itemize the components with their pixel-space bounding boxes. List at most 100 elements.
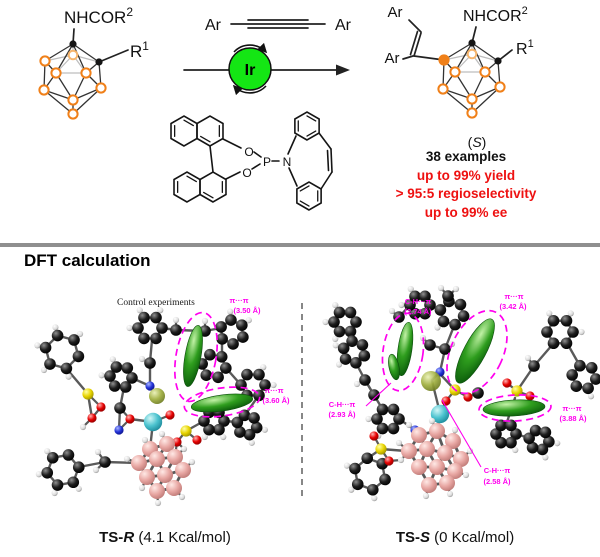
h-atom bbox=[332, 335, 339, 342]
boron-vertex bbox=[466, 107, 478, 119]
c-atom bbox=[225, 314, 237, 326]
c-atom bbox=[237, 331, 249, 343]
c-atom bbox=[574, 359, 586, 372]
c-atom bbox=[46, 451, 59, 464]
c-atom bbox=[543, 435, 555, 448]
c-atom bbox=[560, 337, 573, 350]
c-atom bbox=[495, 436, 507, 449]
phosphoramidite-ligand bbox=[170, 111, 333, 211]
h-atom bbox=[109, 356, 116, 363]
c-atom bbox=[132, 322, 144, 334]
c-atom bbox=[236, 319, 248, 331]
tss-pi-pi-2-label: π···π bbox=[563, 404, 582, 413]
h-atom bbox=[220, 433, 227, 441]
boron-vertex bbox=[449, 66, 461, 78]
nci-isosurface bbox=[482, 399, 546, 417]
c-atom bbox=[368, 389, 380, 401]
c-atom bbox=[253, 368, 265, 381]
boron-vertex-back bbox=[67, 49, 79, 61]
h-atom bbox=[512, 446, 519, 454]
results-block: 38 examples up to 99% yield > 95:5 regio… bbox=[370, 148, 562, 222]
boron-vertex bbox=[494, 81, 506, 93]
nci-isosurface bbox=[455, 318, 495, 384]
c-atom bbox=[114, 402, 126, 414]
carborane-reactant bbox=[38, 40, 107, 120]
o-atom bbox=[502, 378, 512, 388]
h-atom bbox=[141, 436, 149, 444]
c-atom bbox=[366, 483, 379, 496]
boron-vertex bbox=[466, 93, 478, 105]
h-atom bbox=[44, 448, 51, 455]
b-atom bbox=[445, 433, 461, 449]
bond bbox=[251, 163, 261, 170]
h-atom bbox=[388, 307, 396, 315]
h-atom bbox=[123, 455, 131, 463]
c-atom bbox=[505, 419, 517, 432]
bond bbox=[299, 185, 310, 192]
c-atom bbox=[376, 422, 389, 435]
bond bbox=[72, 43, 100, 63]
b-atom bbox=[439, 475, 455, 491]
c-atom bbox=[328, 316, 340, 328]
h-atom bbox=[554, 440, 561, 447]
c-atom bbox=[333, 325, 346, 338]
h-atom bbox=[270, 381, 277, 389]
tsr-pi-pi-2-label: π···π bbox=[265, 386, 284, 395]
s-atom bbox=[82, 388, 94, 400]
c-atom bbox=[44, 358, 56, 370]
ir-atom bbox=[143, 412, 163, 432]
h-atom bbox=[94, 448, 102, 456]
nci-isosurface bbox=[183, 325, 203, 387]
c-atom bbox=[227, 338, 239, 350]
c-atom bbox=[454, 298, 467, 311]
h-atom bbox=[65, 373, 72, 380]
c-atom bbox=[99, 456, 111, 468]
bond bbox=[306, 130, 317, 137]
c-atom bbox=[243, 428, 256, 441]
h-atom bbox=[180, 445, 188, 453]
h-atom bbox=[348, 486, 355, 493]
bond bbox=[183, 119, 195, 127]
bond bbox=[43, 89, 74, 115]
b-atom bbox=[401, 443, 417, 459]
h-atom bbox=[397, 456, 405, 464]
b-atom bbox=[453, 451, 469, 467]
h-atom bbox=[343, 462, 351, 469]
h-atom bbox=[201, 433, 208, 441]
bond bbox=[442, 88, 473, 114]
b-atom bbox=[157, 467, 173, 483]
o-atom bbox=[165, 410, 175, 420]
boron-vertex bbox=[39, 55, 51, 67]
ligand-n: N bbox=[283, 155, 292, 169]
bond bbox=[330, 148, 333, 173]
c-atom bbox=[349, 462, 361, 475]
product-r1-label: R1 bbox=[516, 38, 534, 58]
h-atom bbox=[158, 430, 166, 438]
ts-r-caption-prefix: TS- bbox=[99, 529, 124, 546]
c-atom bbox=[121, 362, 134, 374]
cycle-arrow-bottom-icon bbox=[232, 84, 267, 96]
bond bbox=[408, 19, 422, 33]
nci-isosurface bbox=[388, 353, 400, 381]
boron-vertex bbox=[67, 108, 79, 120]
h-atom bbox=[567, 310, 574, 317]
bond bbox=[306, 115, 317, 122]
bond bbox=[222, 138, 242, 149]
c-atom bbox=[419, 307, 431, 320]
c-atom bbox=[442, 290, 454, 302]
h-atom bbox=[322, 318, 329, 326]
control-experiments-watermark: Control experiments bbox=[117, 298, 195, 308]
c-atom bbox=[472, 387, 484, 399]
tsr-pi-pi-2-value: (3.60 Å) bbox=[262, 396, 290, 405]
h-atom bbox=[188, 458, 196, 466]
ir-atom bbox=[430, 404, 450, 424]
h-atom bbox=[40, 366, 48, 374]
c-atom bbox=[351, 478, 364, 491]
ts-r-structure bbox=[34, 307, 277, 507]
c-atom bbox=[220, 362, 232, 374]
aromatic-ring bbox=[296, 181, 322, 211]
b-atom bbox=[429, 423, 445, 439]
c-atom bbox=[126, 372, 138, 384]
boron-vertex bbox=[95, 82, 107, 94]
c-atom bbox=[376, 403, 389, 416]
